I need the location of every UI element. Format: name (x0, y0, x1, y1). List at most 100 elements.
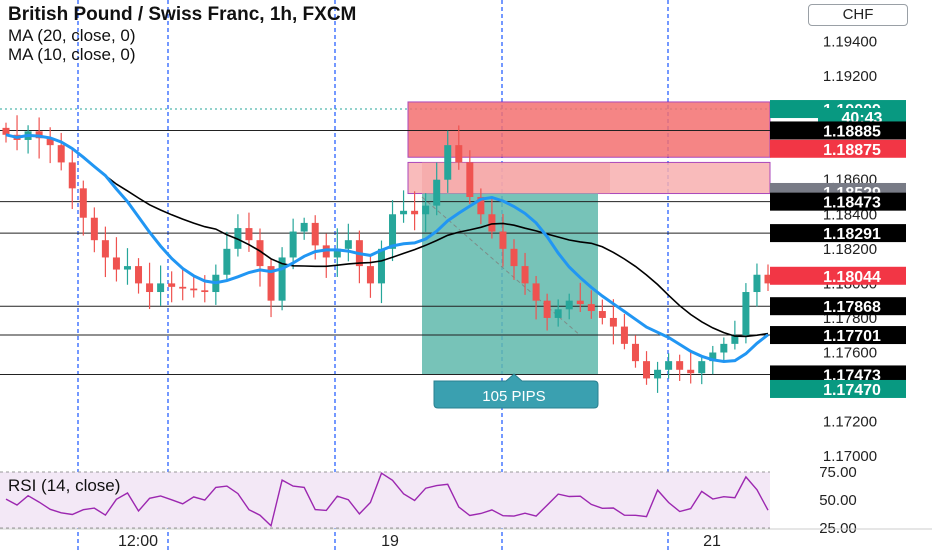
candle-body (90, 217, 98, 241)
currency-button[interactable]: CHF (808, 4, 908, 26)
price-tag-label: 1.18044 (823, 269, 881, 286)
ma10-legend[interactable]: MA (10, close, 0) (8, 45, 136, 64)
candle-body (742, 292, 750, 336)
stop-zone (422, 162, 610, 194)
candle-body (433, 179, 441, 206)
price-tag-label: 1.18875 (823, 142, 881, 159)
time-tick-label: 21 (703, 533, 721, 550)
price-tag-label: 1.18885 (823, 123, 881, 140)
symbol-title[interactable]: British Pound / Swiss Franc, 1h, FXCM (8, 4, 357, 25)
price-tick-label: 1.17600 (823, 345, 877, 362)
candle-body (168, 283, 176, 287)
candle-body (631, 343, 639, 362)
candle-body (79, 188, 87, 218)
candle-body (598, 311, 606, 318)
candle-body (665, 361, 673, 370)
candle-body (709, 352, 717, 362)
price-axis[interactable]: 1.194001.192001.186001.184001.182001.180… (770, 33, 906, 537)
candle-body (179, 286, 187, 289)
candle-body (201, 290, 209, 293)
candle-body (587, 304, 595, 312)
candle-body (223, 248, 231, 275)
candle-body (687, 369, 695, 374)
candle-body (643, 361, 651, 379)
candle-body (278, 257, 286, 301)
candle-body (57, 145, 65, 163)
candle-body (245, 228, 253, 241)
rsi-tick-label: 75.00 (819, 464, 857, 481)
candle-body (620, 326, 628, 344)
candle-body (146, 283, 154, 293)
price-tick-label: 1.19400 (823, 33, 877, 50)
candle-body (389, 214, 397, 249)
candle-body (135, 266, 143, 284)
candle-body (698, 361, 706, 374)
price-tag[interactable] (770, 266, 906, 285)
price-tag-label: 1.17868 (823, 299, 881, 316)
candle-body (654, 369, 662, 379)
price-tag[interactable] (770, 326, 906, 345)
candles (2, 115, 772, 393)
price-tag[interactable] (770, 121, 906, 140)
candle-body (46, 138, 54, 146)
chart-legend: British Pound / Swiss Franc, 1h, FXCM MA… (8, 4, 356, 64)
candle-body (499, 231, 507, 249)
price-tick-label: 1.17200 (823, 414, 877, 431)
candle-body (466, 162, 474, 197)
candle-body (488, 214, 496, 232)
candle-body (565, 300, 573, 310)
time-tick-label: 12:00 (118, 533, 158, 550)
candle-body (543, 300, 551, 318)
ma20-line (5, 134, 769, 338)
candle-body (344, 240, 352, 249)
candle-body (123, 266, 131, 270)
price-tag[interactable] (770, 297, 906, 316)
candle-body (289, 231, 297, 258)
price-tag[interactable] (770, 365, 906, 384)
candle-body (444, 145, 452, 180)
pips-badge: 105 PIPS (433, 373, 599, 409)
time-axis[interactable]: 12:00 19 21 (0, 528, 932, 550)
candle-body (720, 343, 728, 353)
time-tick-label: 19 (381, 533, 399, 550)
candle-body (510, 248, 518, 267)
candle-body (256, 240, 264, 267)
price-tag[interactable] (770, 192, 906, 211)
moving-averages (5, 133, 769, 364)
rsi-line (5, 472, 769, 528)
price-tick-label: 1.18200 (823, 241, 877, 258)
candle-body (190, 288, 198, 291)
candle-body (2, 127, 10, 135)
candle-body (68, 162, 76, 189)
candle-body (576, 300, 584, 305)
candle-body (400, 210, 408, 215)
price-tag-label: 1.17701 (823, 328, 881, 345)
candle-body (532, 283, 540, 301)
candle-body (731, 335, 739, 344)
candle-body (753, 274, 761, 293)
ma10-line (5, 133, 769, 364)
candle-body (411, 210, 419, 215)
price-tag[interactable] (770, 224, 906, 243)
candle-body (267, 266, 275, 301)
ma20-legend[interactable]: MA (20, close, 0) (8, 26, 136, 45)
price-tag-label: 1.18473 (823, 195, 881, 212)
candle-body (311, 222, 319, 246)
price-tag[interactable] (770, 139, 906, 158)
candle-body (676, 361, 684, 370)
price-tag[interactable] (770, 379, 906, 398)
candle-body (554, 309, 562, 318)
resistance-zone (407, 101, 771, 158)
price-tick-label: 1.19200 (823, 68, 877, 85)
candle-body (422, 205, 430, 215)
pips-badge-shape (433, 373, 599, 409)
candle-body (300, 222, 308, 232)
candle-body (377, 248, 385, 284)
rsi-tick-label: 50.00 (819, 492, 857, 509)
rsi-pane (0, 471, 770, 529)
candle-body (764, 274, 772, 284)
rsi-legend[interactable]: RSI (14, close) (8, 476, 121, 495)
candle-body (521, 266, 529, 284)
pips-label: 105 PIPS (482, 388, 545, 405)
